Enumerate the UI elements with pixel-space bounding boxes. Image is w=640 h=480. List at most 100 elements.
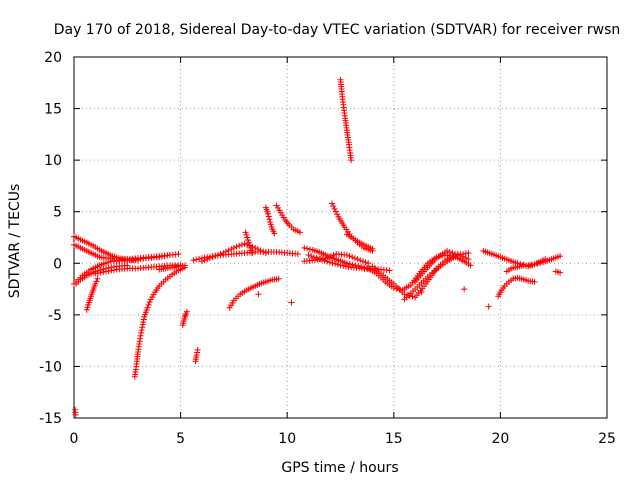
- x-tick-label: 15: [385, 431, 403, 447]
- data-point: [359, 258, 366, 265]
- data-point: [288, 299, 295, 306]
- data-point: [349, 254, 356, 261]
- data-point: [444, 247, 451, 254]
- data-point: [139, 324, 146, 331]
- data-point: [201, 257, 208, 264]
- data-point: [460, 251, 467, 258]
- data-point: [332, 208, 339, 215]
- data-point: [194, 346, 201, 353]
- data-point: [337, 262, 344, 269]
- data-point: [145, 301, 152, 308]
- data-point: [110, 266, 117, 273]
- data-point: [449, 249, 456, 256]
- data-point: [365, 260, 372, 267]
- data-point: [327, 253, 334, 260]
- data-point: [182, 312, 189, 319]
- data-point: [334, 261, 341, 268]
- x-axis-title: GPS time / hours: [281, 460, 398, 476]
- data-point: [265, 213, 272, 220]
- data-point: [321, 257, 328, 264]
- data-point: [139, 321, 146, 328]
- data-point: [236, 242, 243, 249]
- data-point: [316, 256, 323, 263]
- data-point: [158, 253, 165, 260]
- data-point: [465, 256, 472, 263]
- data-point: [271, 230, 278, 237]
- data-point: [296, 229, 303, 236]
- data-point: [209, 254, 216, 261]
- chart-title: Day 170 of 2018, Sidereal Day-to-day VTE…: [54, 22, 621, 38]
- data-point: [313, 255, 320, 262]
- data-point: [262, 249, 269, 256]
- data-point: [249, 249, 256, 256]
- data-point: [72, 411, 79, 418]
- data-point: [92, 270, 99, 277]
- data-point: [457, 251, 464, 258]
- data-point: [520, 261, 527, 268]
- data-point: [343, 260, 350, 267]
- data-point: [246, 242, 253, 249]
- data-point: [242, 229, 249, 236]
- data-point: [346, 260, 353, 267]
- data-point: [557, 253, 564, 260]
- data-point: [247, 244, 254, 251]
- data-point: [461, 286, 468, 293]
- y-tick-label: 0: [53, 256, 62, 272]
- data-point: [255, 291, 262, 298]
- data-point: [329, 260, 336, 267]
- data-point: [454, 252, 461, 259]
- y-tick-label: 10: [44, 153, 62, 169]
- y-tick-label: 5: [53, 205, 62, 221]
- data-point: [396, 286, 403, 293]
- data-point: [94, 270, 101, 277]
- data-point: [542, 256, 549, 263]
- data-point: [243, 231, 250, 238]
- data-point: [531, 278, 538, 285]
- data-point: [92, 280, 99, 287]
- axis-ticks: [73, 56, 608, 419]
- data-point: [369, 245, 376, 252]
- data-point: [340, 262, 347, 269]
- data-point: [175, 251, 182, 258]
- data-point: [193, 256, 200, 263]
- data-point: [467, 262, 474, 269]
- data-point: [334, 211, 341, 218]
- data-point: [108, 267, 115, 274]
- data-point: [225, 247, 232, 254]
- data-point: [485, 303, 492, 310]
- data-point: [308, 253, 315, 260]
- data-point: [386, 267, 393, 274]
- data-point: [244, 234, 251, 241]
- data-point: [164, 252, 171, 259]
- data-point: [305, 252, 312, 259]
- data-point: [107, 258, 114, 265]
- data-point: [257, 247, 264, 254]
- data-point: [266, 216, 273, 223]
- data-point: [204, 256, 211, 263]
- grid-lines: [74, 57, 607, 418]
- data-point: [193, 352, 200, 359]
- y-axis-title: SDTVAR / TECUs: [7, 184, 23, 299]
- data-point: [245, 239, 252, 246]
- data-point: [138, 327, 145, 334]
- x-tick-label: 10: [278, 431, 296, 447]
- data-point: [325, 254, 332, 261]
- data-point: [137, 335, 144, 342]
- data-point: [140, 316, 147, 323]
- data-point: [161, 253, 168, 260]
- data-point: [245, 237, 252, 244]
- data-point: [330, 252, 337, 259]
- data-point: [418, 289, 425, 296]
- data-point: [328, 200, 335, 207]
- data-point: [214, 252, 221, 259]
- data-point: [206, 255, 213, 262]
- data-point: [331, 205, 338, 212]
- data-point: [351, 255, 358, 262]
- data-point: [138, 329, 145, 336]
- data-point: [362, 259, 369, 266]
- data-point: [465, 249, 472, 256]
- data-point: [93, 278, 100, 285]
- data-point: [324, 258, 331, 265]
- data-point: [557, 269, 564, 276]
- data-point: [220, 249, 227, 256]
